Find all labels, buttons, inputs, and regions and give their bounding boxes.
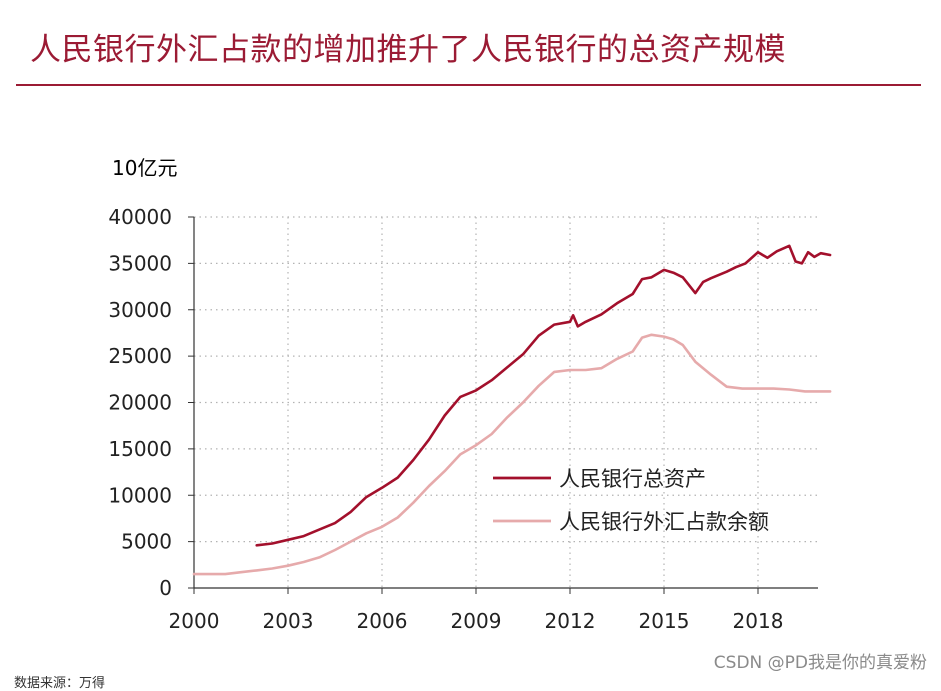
x-tick-label: 2006 <box>357 609 408 633</box>
series-line-total-assets <box>255 244 832 547</box>
watermark: CSDN @PD我是你的真爱粉 <box>713 653 927 673</box>
y-tick-label: 25000 <box>108 344 172 368</box>
y-tick-label: 5000 <box>121 530 172 554</box>
x-tick-label: 2000 <box>169 609 220 633</box>
legend-label-total-assets: 人民银行总资产 <box>559 467 706 491</box>
source-note: 数据来源：万得 <box>14 676 106 691</box>
x-tick-label: 2018 <box>733 609 784 633</box>
title-divider <box>16 84 921 86</box>
series-lines <box>192 244 832 576</box>
gridlines <box>194 216 818 588</box>
y-tick-label: 0 <box>159 576 172 600</box>
x-tick-label: 2009 <box>451 609 502 633</box>
y-tick-label: 40000 <box>108 205 172 229</box>
x-tick-label: 2003 <box>263 609 314 633</box>
series-line-fx-reserves <box>192 333 832 576</box>
y-tick-label: 10000 <box>108 483 172 507</box>
axes: 0 5000 10000 15000 20000 25000 30000 35000 40000… <box>108 205 818 633</box>
y-tick-label: 20000 <box>108 391 172 415</box>
page-title: 人民银行外汇占款的增加推升了人民银行的总资产规模 <box>30 32 786 68</box>
legend-label-fx-reserves: 人民银行外汇占款余额 <box>559 510 769 534</box>
y-axis-unit-label: 10亿元 <box>112 156 178 180</box>
x-tick-label: 2015 <box>639 609 690 633</box>
y-tick-label: 35000 <box>108 251 172 275</box>
y-tick-label: 15000 <box>108 437 172 461</box>
x-tick-label: 2012 <box>545 609 596 633</box>
y-tick-label: 30000 <box>108 298 172 322</box>
